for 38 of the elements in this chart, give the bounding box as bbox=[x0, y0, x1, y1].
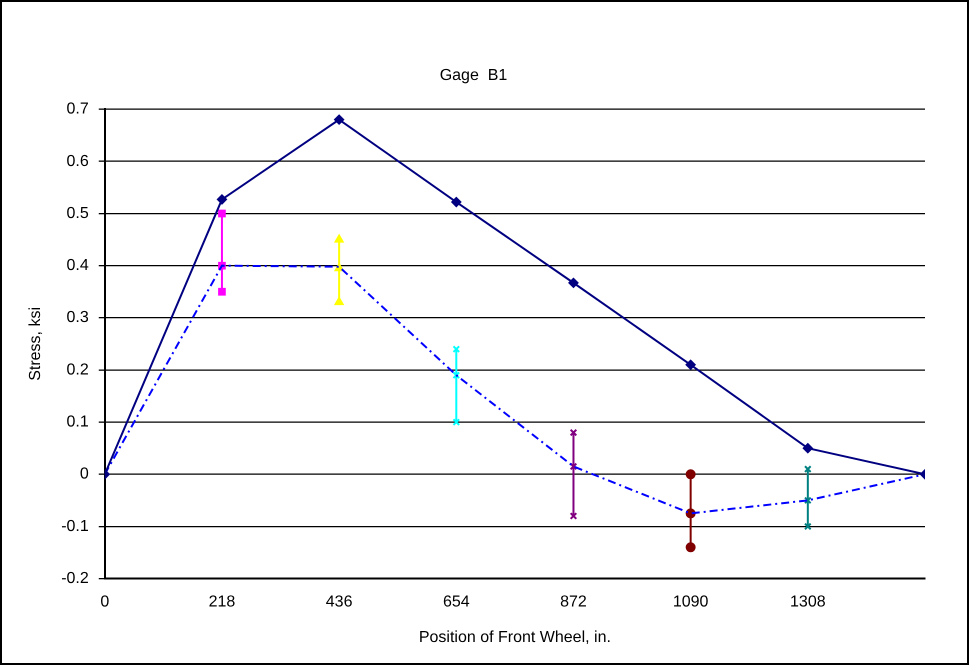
point bbox=[686, 542, 696, 552]
y-tick-label: -0.1 bbox=[61, 518, 89, 535]
x-tick-label: 0 bbox=[100, 594, 110, 611]
y-tick-label: 0.6 bbox=[66, 152, 89, 170]
y-axis-title: Stress, ksi bbox=[27, 307, 44, 381]
y-tick-label: 0.1 bbox=[66, 414, 89, 431]
point bbox=[334, 234, 344, 243]
x-tick-label: 1090 bbox=[672, 594, 709, 611]
y-tick-label: 0.5 bbox=[66, 204, 89, 222]
x-tick-label: 1308 bbox=[790, 594, 826, 611]
point bbox=[804, 496, 812, 504]
point bbox=[451, 197, 462, 208]
point bbox=[568, 278, 578, 288]
point bbox=[570, 462, 578, 470]
y-tick-label: -0.2 bbox=[61, 570, 89, 588]
point bbox=[218, 210, 226, 218]
point bbox=[334, 297, 344, 306]
y-tick-label: 0.3 bbox=[66, 309, 89, 326]
point bbox=[804, 522, 812, 530]
point bbox=[570, 428, 578, 436]
x-tick-label: 436 bbox=[326, 594, 353, 611]
point bbox=[686, 360, 696, 370]
point bbox=[334, 114, 344, 125]
point bbox=[218, 288, 226, 296]
x-tick-label: 654 bbox=[442, 594, 470, 611]
y-tick-label: 0.7 bbox=[66, 100, 89, 118]
point bbox=[802, 443, 813, 454]
y-tick-label: 0.2 bbox=[66, 361, 89, 378]
x-tick-label: 872 bbox=[560, 594, 587, 611]
chart-title: Gage B1 bbox=[440, 67, 508, 84]
x-axis-title: Position of Front Wheel, in. bbox=[418, 628, 611, 646]
point bbox=[452, 371, 460, 380]
y-tick-label: 0 bbox=[80, 466, 89, 483]
point bbox=[216, 194, 227, 204]
x-tick-label: 218 bbox=[208, 594, 236, 611]
y-tick-label: 0.4 bbox=[66, 257, 89, 274]
point bbox=[686, 469, 696, 480]
point bbox=[452, 345, 460, 353]
